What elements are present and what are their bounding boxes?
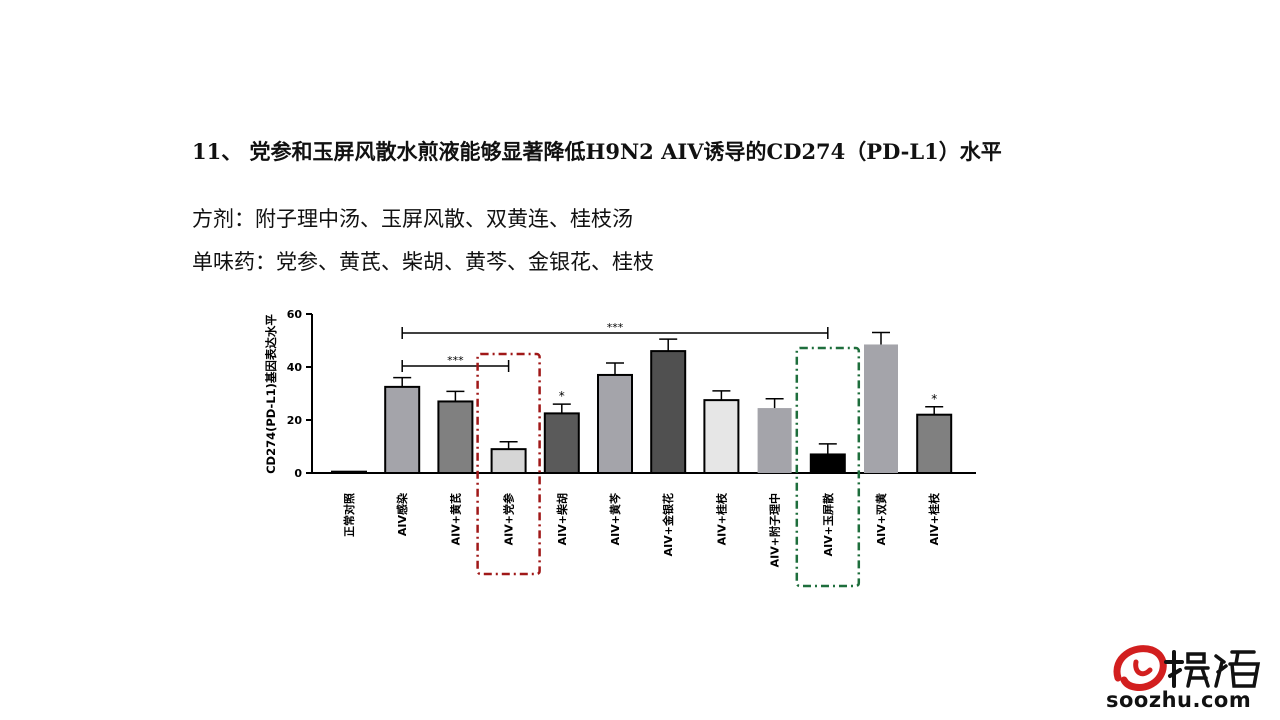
bar [543,412,580,474]
category-label: AIV+桂枝 [927,492,941,545]
bar [650,350,687,475]
watermark-domain: soozhu.com [1106,688,1252,712]
category-label: AIV+双黄 [874,493,888,545]
category-label: AIV+桂枝 [714,492,728,545]
category-label: AIV+金银花 [661,493,675,556]
bar [384,385,421,474]
y-tick-label: 60 [287,308,303,321]
category-label: 正常对照 [342,493,356,537]
bracket-label: *** [447,354,464,367]
bar [437,400,474,475]
category-label: AIV感染 [395,492,409,536]
category-label: AIV+党参 [502,492,516,545]
category-label: AIV+柴胡 [555,493,569,545]
highlight-box [476,352,541,576]
bar [916,413,953,475]
category-label: AIV+附子理中 [768,493,782,567]
category-label: AIV+黄芪 [448,493,462,545]
highlight-box [795,346,861,588]
single-herb-list: 单味药：党参、黄芪、柴胡、黄芩、金银花、桂枝 [192,250,654,274]
bar [703,399,740,474]
category-label: AIV+玉屏散 [821,492,835,556]
bar [490,448,527,474]
bracket-label: *** [607,321,624,334]
significance-marker: * [931,392,937,406]
formula-list: 方剂：附子理中汤、玉屏风散、双黄连、桂枝汤 [192,207,633,231]
category-label: AIV+黄芩 [608,492,622,545]
bar [809,453,846,475]
bar [597,373,633,475]
bar [757,408,792,473]
bar [331,470,367,474]
y-tick-label: 40 [287,361,303,374]
y-tick-label: 0 [294,467,302,480]
significance-marker: * [559,389,565,403]
bar [864,344,898,473]
y-tick-label: 20 [287,414,303,427]
y-axis-label: CD274(PD-L1)基因表达水平 [264,314,278,474]
slide-heading: 11、 党参和玉屏风散水煎液能够显著降低H9N2 AIV诱导的CD274（PD-… [192,139,1002,164]
soozhu-logo-icon [1113,645,1261,691]
